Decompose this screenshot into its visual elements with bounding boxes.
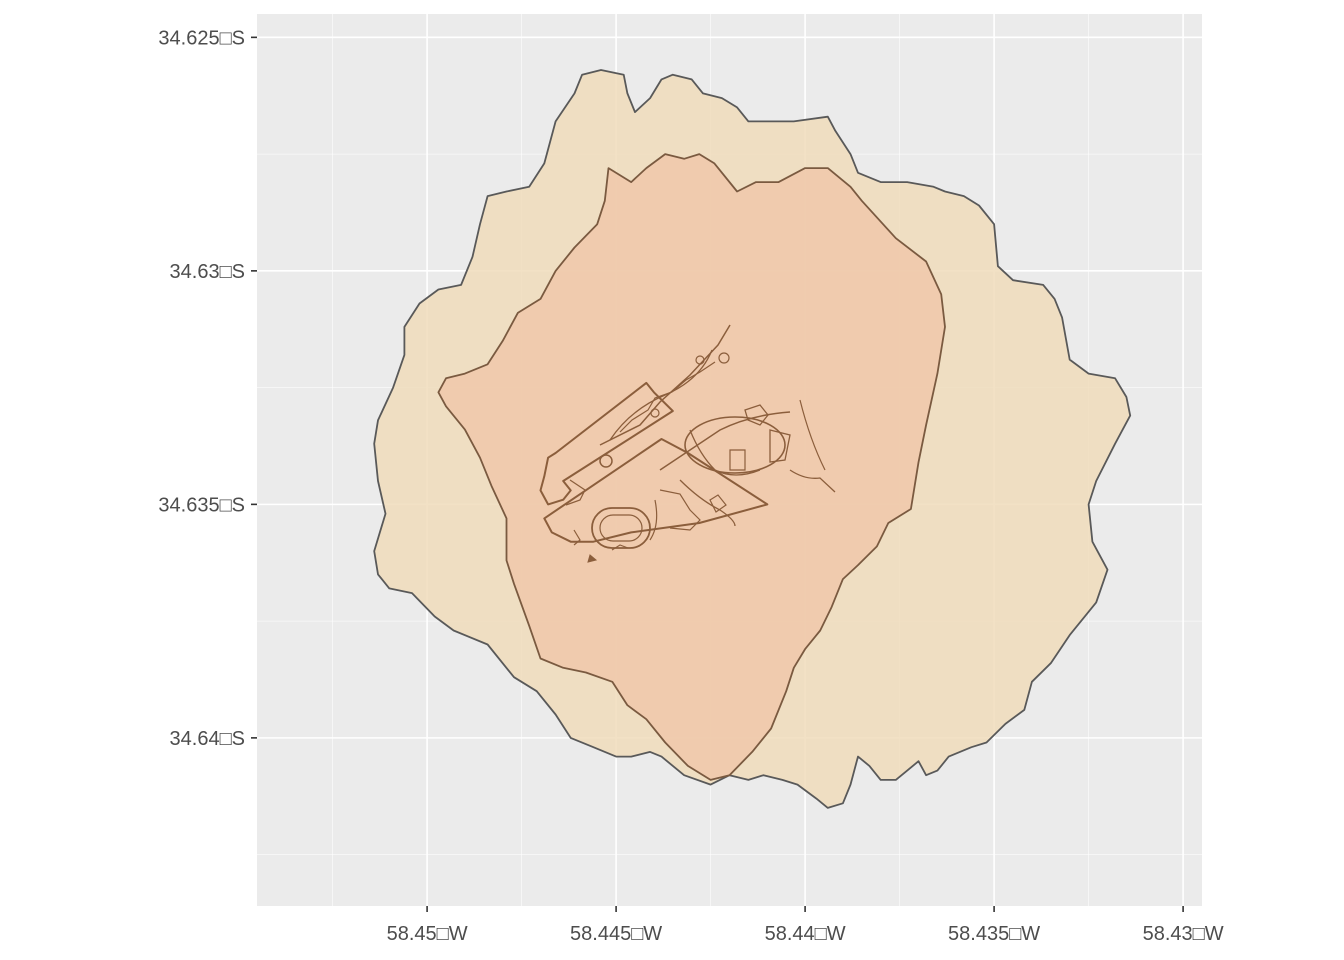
area-inner (437, 153, 946, 781)
y-tick-label: 34.625□S (158, 27, 245, 49)
park-path-5 (695, 355, 705, 365)
x-tick-label: 58.445□W (570, 923, 662, 945)
park-path-3 (599, 454, 613, 468)
park-path-11 (684, 416, 786, 474)
axes: 58.45□W 58.445□W 58.44□W 58.435□W 58.43□W 34.… (158, 27, 1223, 945)
park-path-22 (573, 529, 581, 546)
park-north-outline (539, 381, 674, 506)
park-path-4 (718, 352, 730, 364)
park-path-9 (599, 514, 643, 542)
park-path-20 (799, 399, 826, 471)
y-tick-label: 34.635□S (158, 494, 245, 516)
y-tick-label: 34.64□S (170, 728, 245, 750)
map-layers (373, 69, 1132, 809)
x-tick-label: 58.44□W (765, 923, 846, 945)
park-south-outline (543, 438, 769, 543)
y-tick-label: 34.63□S (170, 261, 245, 283)
park-path-19 (649, 499, 658, 541)
park-path-23 (587, 554, 598, 563)
park-path-17 (679, 479, 736, 527)
park-path-12 (689, 429, 761, 476)
park-path-16 (789, 469, 836, 493)
park-path-24 (611, 544, 629, 551)
x-tick-label: 58.45□W (387, 923, 468, 945)
park-path-13 (744, 404, 769, 426)
park-path-7 (565, 479, 586, 506)
x-tick-label: 58.435□W (948, 923, 1040, 945)
x-tick-label: 58.43□W (1143, 923, 1224, 945)
park-path-14 (769, 429, 791, 463)
park-path-2 (619, 361, 716, 433)
park-path-0 (599, 324, 731, 446)
park-path-21 (709, 494, 727, 513)
park-path-18 (659, 489, 701, 531)
park-street-detail (539, 324, 836, 563)
park-path-8 (591, 507, 651, 549)
park-path-15 (729, 449, 746, 471)
park-path-6 (650, 408, 660, 418)
